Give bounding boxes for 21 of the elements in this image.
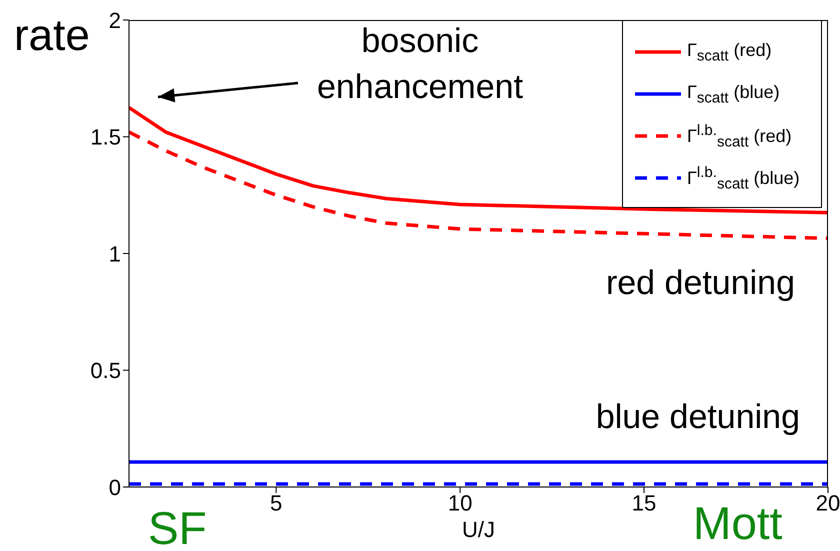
- text: SF: [148, 502, 207, 551]
- annotation: blue detuning: [596, 398, 800, 436]
- y-tick-label: 0.5: [90, 358, 121, 384]
- legend-label: Γ$^{l.b.}$$_{scatt}$ (red): [687, 122, 792, 150]
- line-series: [129, 106, 828, 214]
- text: Mott: [693, 497, 782, 549]
- y-tick-label: 1: [108, 241, 121, 266]
- annotation: red detuning: [606, 264, 795, 302]
- legend-label: Γ$^{l.b.}$$_{scatt}$ (blue): [687, 164, 800, 192]
- y-tick-label: 0: [108, 474, 121, 500]
- x-tick-label: 5: [270, 490, 282, 516]
- annotation: bosonic enhancement: [316, 21, 524, 108]
- y-tick-label: 2: [108, 8, 121, 33]
- x-tick-label: 10: [448, 490, 472, 516]
- x-tick-label: 15: [632, 490, 656, 516]
- x-tick-label: 20: [816, 490, 840, 516]
- legend-label: Γ$_{scatt}$ (red): [687, 40, 772, 64]
- x-axis-title: U/J: [461, 517, 496, 543]
- y-axis-title: rate: [14, 11, 90, 60]
- legend-label: Γ$_{scatt}$ (blue): [687, 82, 780, 106]
- y-tick-label: 1.5: [90, 124, 121, 150]
